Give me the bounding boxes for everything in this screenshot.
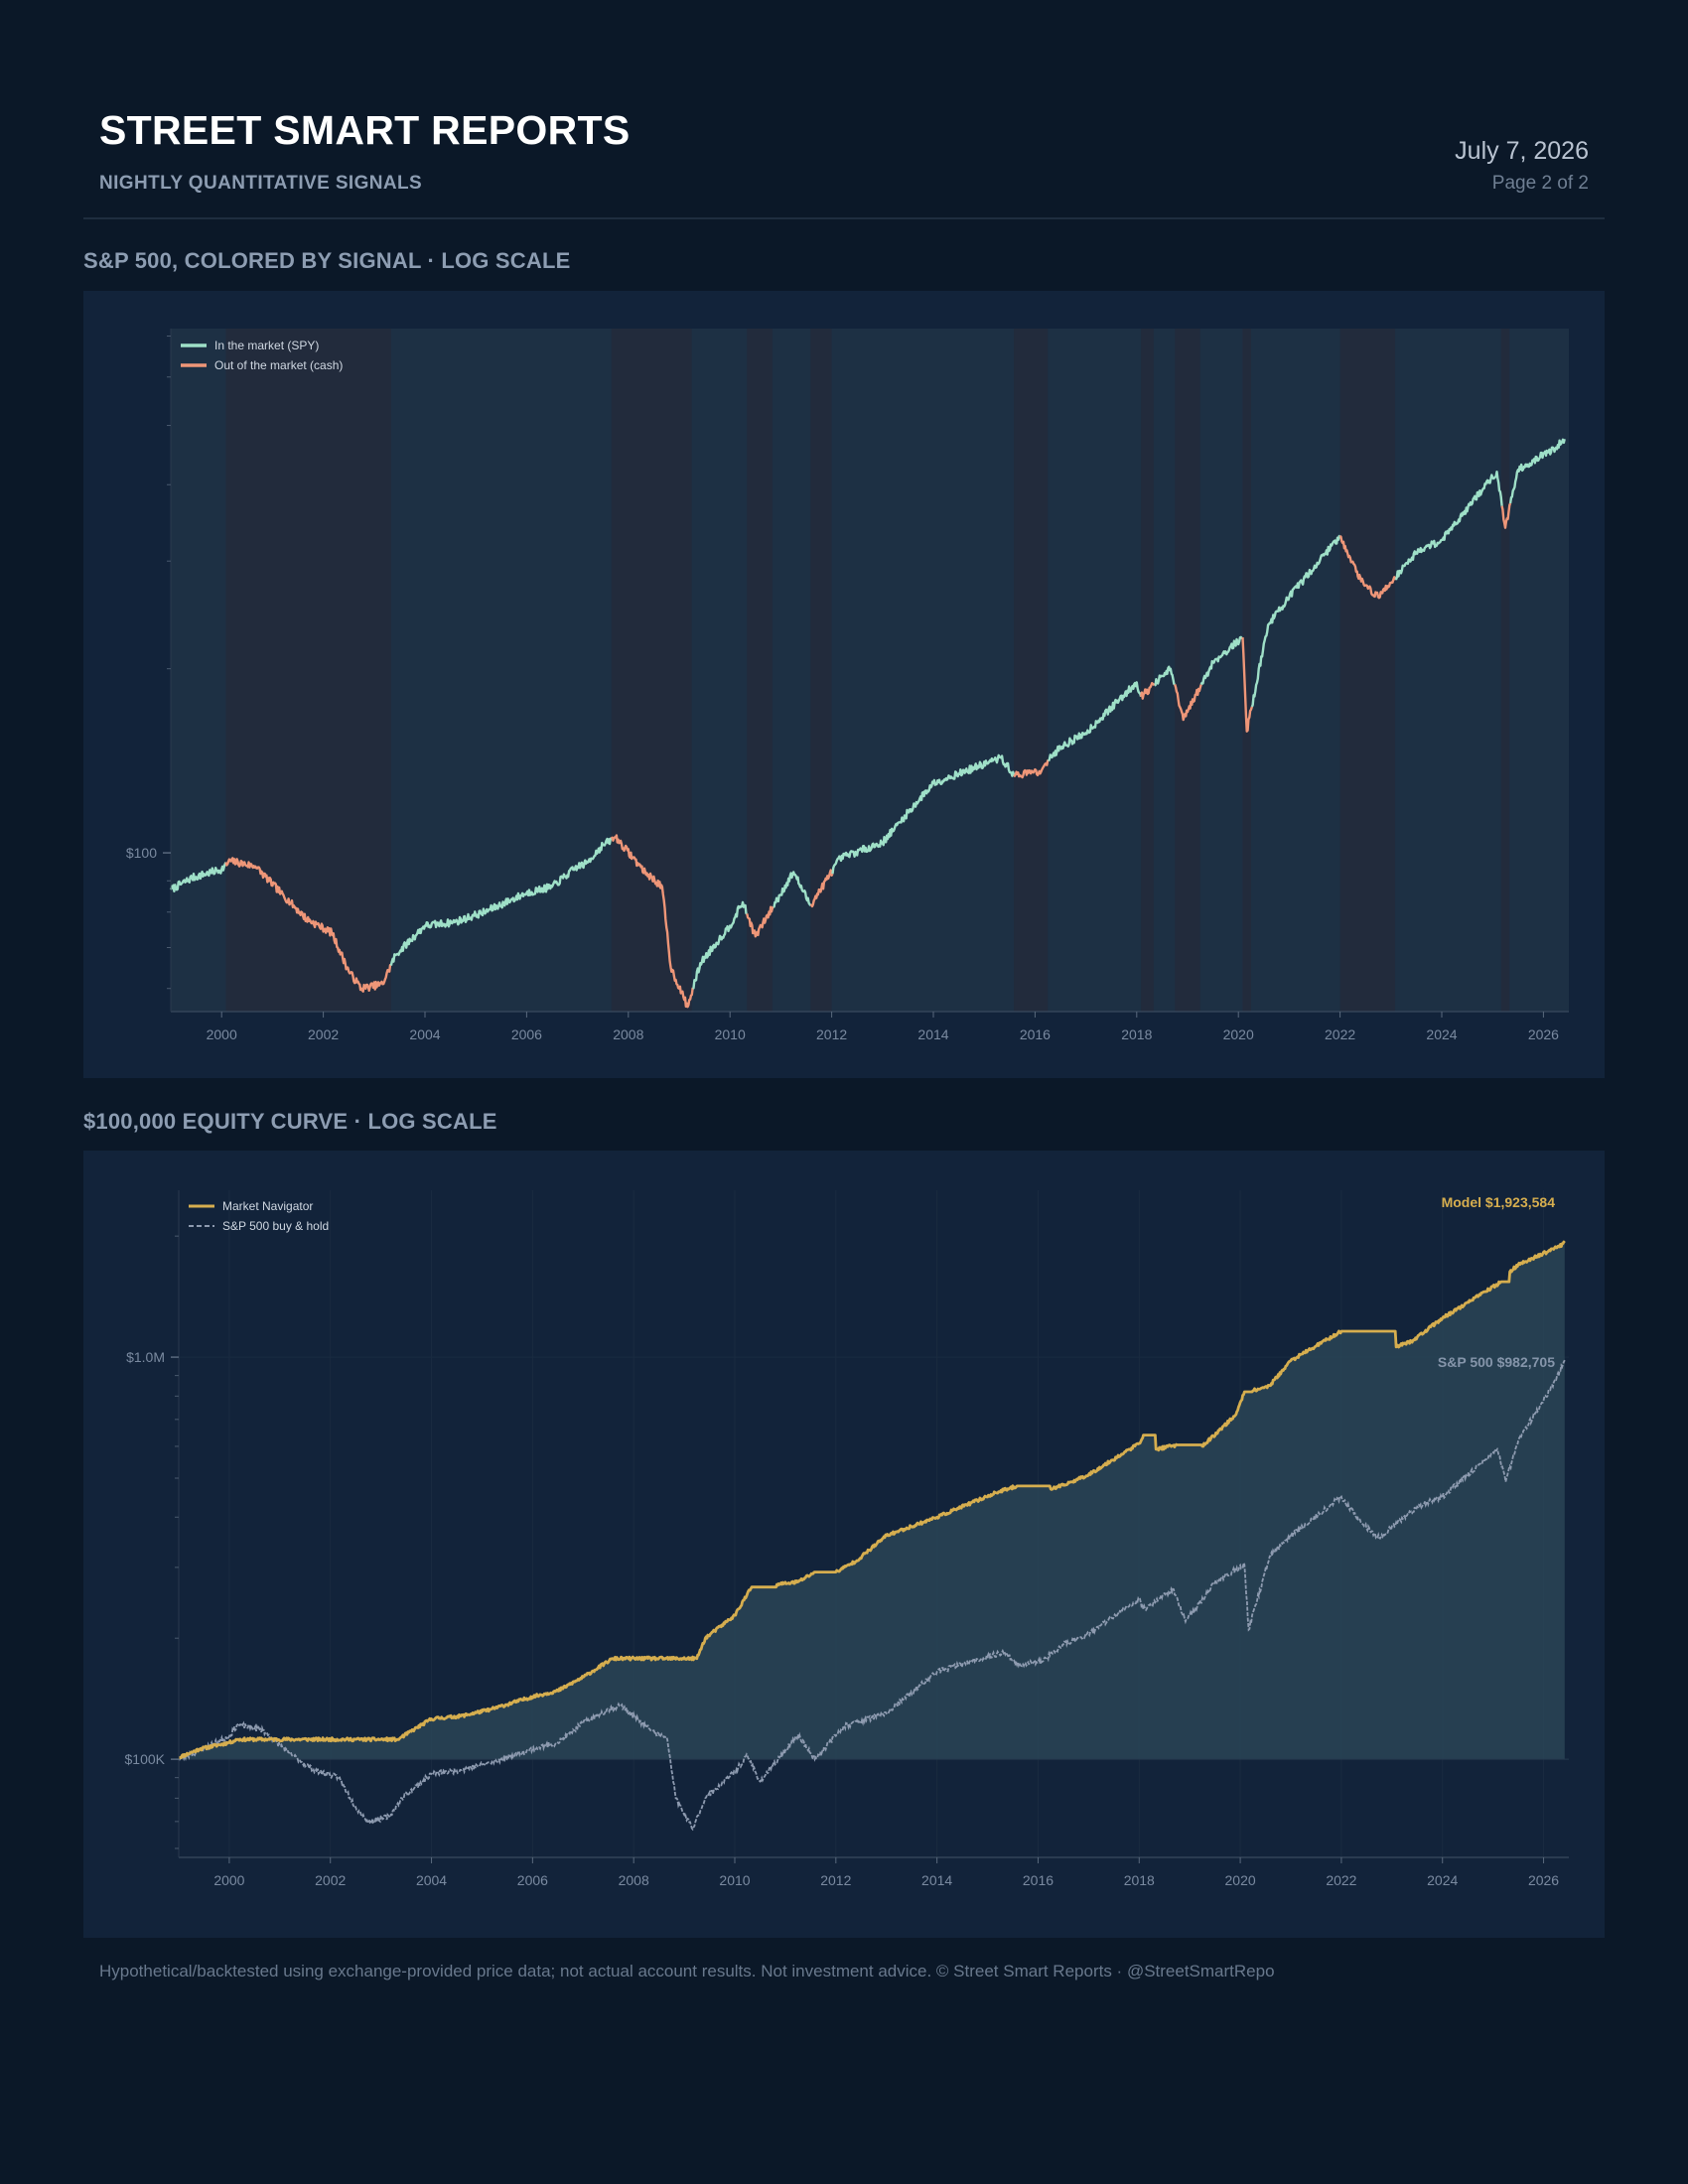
c1-x-tick-label: 2010 [715, 1026, 746, 1042]
c2-x-tick-label: 2018 [1124, 1872, 1155, 1888]
out-of-market-band [1014, 329, 1049, 1012]
c1-x-tick-label: 2012 [816, 1026, 847, 1042]
c2-x-tick-label: 2010 [719, 1872, 750, 1888]
c1-x-tick-label: 2006 [511, 1026, 542, 1042]
c1-x-tick-label: 2014 [917, 1026, 948, 1042]
out-of-market-band [1242, 329, 1251, 1012]
benchmark-end-annotation: S&P 500 $982,705 [1438, 1354, 1555, 1370]
spy-line-out-of-market [1500, 502, 1512, 529]
spy-line-in-market [773, 871, 812, 908]
c1-x-tick-label: 2000 [207, 1026, 237, 1042]
spy-line-in-market [692, 900, 748, 990]
c1-x-tick-label: 2018 [1121, 1026, 1152, 1042]
c1-x-tick-label: 2020 [1223, 1026, 1254, 1042]
spy-line-in-market [1154, 665, 1176, 687]
report-date: July 7, 2026 [1455, 137, 1589, 165]
c1-legend-label: In the market (SPY) [214, 339, 319, 352]
c1-plot-area [171, 329, 1569, 1012]
c1-x-tick-label: 2002 [308, 1026, 339, 1042]
c2-x-tick-label: 2000 [213, 1872, 244, 1888]
page-number: Page 2 of 2 [1491, 173, 1589, 194]
spy-line-out-of-market [610, 834, 694, 1009]
c2-x-tick-label: 2016 [1023, 1872, 1054, 1888]
c2-y-tick-label: $1.0M [126, 1349, 165, 1365]
brand-title: STREET SMART REPORTS [99, 107, 631, 153]
spy-line-out-of-market [1174, 684, 1202, 722]
out-of-market-band [810, 329, 832, 1012]
out-of-market-band [1500, 329, 1510, 1012]
disclaimer-footer: Hypothetical/backtested using exchange-p… [99, 1962, 1275, 1980]
spy-line-out-of-market [1338, 534, 1397, 600]
spy-line-in-market [389, 837, 613, 966]
header-divider [83, 217, 1605, 219]
spy-line-out-of-market [1241, 637, 1254, 733]
model-area-fill [179, 1242, 1565, 1760]
chart2-panel: 2000 2002 2004 2006 2008 2010 2012 2014 2016 2018… [83, 1151, 1605, 1938]
chart2-section-title: $100,000 EQUITY CURVE · LOG SCALE [83, 1109, 497, 1134]
signal-chart: 2000 2002 2004 2006 2008 2010 2012 2014 2016 2018… [126, 329, 1569, 1042]
out-of-market-band [1339, 329, 1396, 1012]
out-of-market-band [611, 329, 692, 1012]
c1-x-tick-label: 2024 [1426, 1026, 1457, 1042]
c1-x-tick-label: 2008 [613, 1026, 643, 1042]
benchmark-line [178, 1359, 1566, 1832]
report-header: STREET SMART REPORTS NIGHTLY QUANTITATIV… [99, 107, 1589, 194]
c1-x-tick-label: 2022 [1325, 1026, 1355, 1042]
c1-x-tick-label: 2004 [409, 1026, 440, 1042]
spy-line-in-market [1508, 438, 1566, 504]
spy-line-out-of-market [746, 905, 774, 938]
c2-x-tick-label: 2026 [1528, 1872, 1559, 1888]
c2-x-tick-label: 2006 [517, 1872, 548, 1888]
spy-line-in-market [169, 862, 227, 892]
spy-line-out-of-market [1139, 681, 1156, 700]
brand-subtitle: NIGHTLY QUANTITATIVE SIGNALS [99, 173, 423, 194]
c2-legend-label: S&P 500 buy & hold [222, 1219, 329, 1233]
c2-x-tick-label: 2024 [1427, 1872, 1458, 1888]
c2-legend-label: Market Navigator [222, 1199, 313, 1213]
c2-x-tick-label: 2020 [1225, 1872, 1256, 1888]
c2-x-tick-label: 2008 [619, 1872, 649, 1888]
c1-x-tick-label: 2016 [1020, 1026, 1051, 1042]
out-of-market-band [747, 329, 773, 1012]
spy-line-in-market [1394, 471, 1503, 581]
spy-line-out-of-market [1013, 759, 1050, 779]
c1-legend: In the market (SPY) Out of the market (ca… [181, 339, 343, 372]
spy-line-out-of-market [224, 857, 392, 993]
c2-x-tick-label: 2012 [820, 1872, 851, 1888]
c2-x-tick-label: 2022 [1326, 1872, 1356, 1888]
c2-x-tick-label: 2014 [921, 1872, 952, 1888]
c1-y-tick-label: $100 [126, 845, 157, 861]
model-end-annotation: Model $1,923,584 [1442, 1194, 1556, 1210]
chart1-section-title: S&P 500, COLORED BY SIGNAL · LOG SCALE [83, 248, 571, 273]
out-of-market-band [1175, 329, 1200, 1012]
c2-x-tick-label: 2004 [416, 1872, 447, 1888]
c2-y-tick-label: $100K [125, 1751, 166, 1767]
spy-line-in-market [1047, 681, 1143, 762]
spy-line-in-market [1250, 534, 1341, 708]
c1-legend-label: Out of the market (cash) [214, 358, 343, 372]
model-line [178, 1240, 1566, 1760]
spy-line-in-market [1199, 635, 1244, 686]
spy-line-in-market [831, 753, 1016, 875]
c1-x-tick-label: 2026 [1528, 1026, 1559, 1042]
c2-legend: Market Navigator S&P 500 buy & hold [189, 1199, 329, 1233]
c2-x-tick-label: 2002 [315, 1872, 346, 1888]
spy-line-out-of-market [809, 869, 834, 908]
out-of-market-band [1141, 329, 1154, 1012]
chart1-panel: 2000 2002 2004 2006 2008 2010 2012 2014 2016 2018… [83, 291, 1605, 1078]
out-of-market-band [225, 329, 391, 1012]
equity-chart: 2000 2002 2004 2006 2008 2010 2012 2014 2016 2018… [125, 1190, 1569, 1888]
